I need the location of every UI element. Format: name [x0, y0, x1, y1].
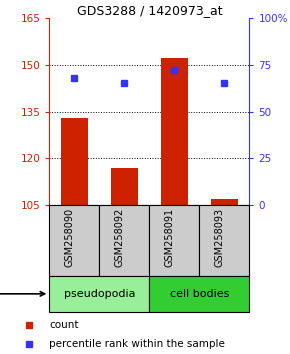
Text: other: other — [0, 289, 45, 299]
Bar — [161, 58, 188, 205]
Text: pseudopodia: pseudopodia — [64, 289, 135, 299]
Bar — [211, 199, 238, 205]
Text: count: count — [49, 320, 79, 330]
Text: GSM258093: GSM258093 — [214, 207, 224, 267]
Title: GDS3288 / 1420973_at: GDS3288 / 1420973_at — [77, 4, 222, 17]
Bar — [49, 205, 99, 276]
Text: GSM258092: GSM258092 — [114, 207, 124, 267]
Bar — [149, 205, 200, 276]
Bar — [110, 168, 138, 205]
Bar — [149, 276, 249, 312]
Bar — [61, 118, 88, 205]
Bar — [49, 276, 149, 312]
Bar — [200, 205, 249, 276]
Text: GSM258091: GSM258091 — [164, 207, 174, 267]
Text: GSM258090: GSM258090 — [64, 207, 74, 267]
Bar — [99, 205, 149, 276]
Text: percentile rank within the sample: percentile rank within the sample — [49, 339, 225, 349]
Text: cell bodies: cell bodies — [170, 289, 229, 299]
